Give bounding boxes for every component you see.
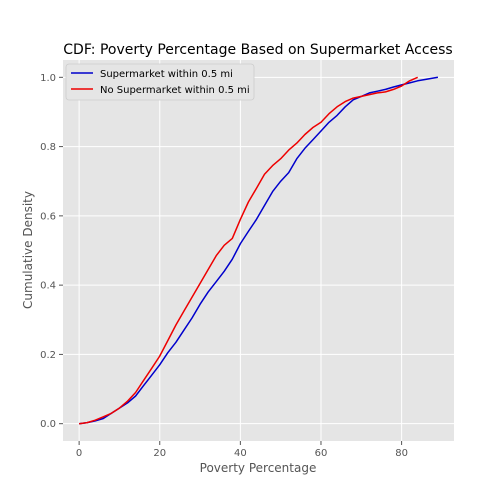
- y-tick-label: 0.4: [40, 281, 56, 292]
- y-tick-label: 0.6: [40, 211, 56, 222]
- x-tick-label: 60: [315, 448, 328, 459]
- y-tick-label: 0.0: [40, 419, 56, 430]
- y-tick-label: 0.2: [40, 350, 56, 361]
- chart-title: CDF: Poverty Percentage Based on Superma…: [63, 42, 452, 58]
- x-tick-label: 20: [153, 448, 166, 459]
- x-tick-label: 40: [234, 448, 247, 459]
- y-axis-label: Cumulative Density: [21, 191, 35, 309]
- series-line-no-supermarket: [78, 76, 419, 425]
- x-tick-label: 0: [76, 448, 82, 459]
- x-tick-label: 80: [395, 448, 408, 459]
- tick-layer: 0 20 40 60 80 0.0 0.2 0.4 0.6 0.8 1.0: [40, 73, 408, 459]
- legend-label-no-supermarket: No Supermarket within 0.5 mi: [100, 85, 250, 96]
- legend-box: [65, 63, 255, 101]
- y-tick-label: 0.8: [40, 142, 56, 153]
- series-line-supermarket: [78, 76, 439, 425]
- legend-label-supermarket: Supermarket within 0.5 mi: [100, 69, 233, 80]
- y-tick-label: 1.0: [40, 73, 56, 84]
- plot-area: [63, 60, 454, 441]
- legend: Supermarket within 0.5 mi No Supermarket…: [65, 63, 255, 101]
- x-axis-label: Poverty Percentage: [200, 461, 317, 475]
- series-layer: [78, 76, 439, 425]
